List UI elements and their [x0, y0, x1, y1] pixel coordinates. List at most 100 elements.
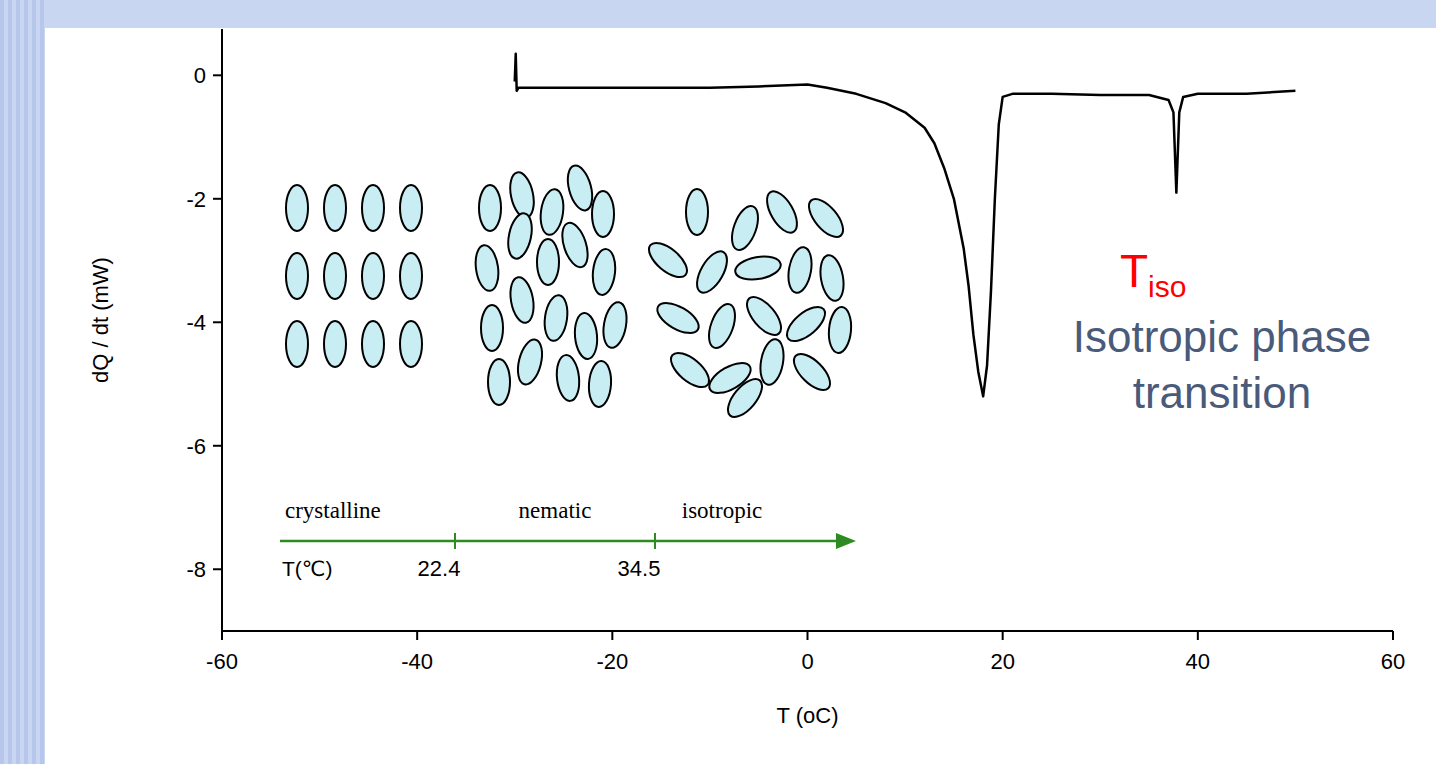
- molecule: [722, 373, 768, 422]
- y-tick-label: 0: [194, 63, 206, 88]
- molecule: [400, 185, 422, 231]
- molecule: [727, 203, 763, 254]
- molecule: [587, 360, 612, 407]
- y-tick-label: -2: [186, 187, 206, 212]
- molecule: [733, 253, 782, 283]
- molecule: [704, 301, 740, 352]
- y-tick: [213, 445, 222, 447]
- y-axis-title: dQ / dt (mW): [88, 257, 113, 383]
- transition-annotation: Isotropic phase transition: [1073, 312, 1371, 417]
- molecule: [479, 185, 501, 231]
- molecule: [788, 348, 836, 396]
- molecule: [286, 253, 308, 299]
- transition-label: 34.5: [618, 556, 661, 581]
- y-tick: [213, 321, 222, 323]
- molecule: [643, 237, 692, 283]
- inset: crystallinenematicisotropic22.434.5T(℃): [280, 163, 856, 581]
- molecule: [473, 244, 501, 293]
- phase-label: isotropic: [682, 498, 763, 523]
- x-tick-label: 40: [1186, 649, 1210, 674]
- t-iso-subscript: iso: [1148, 270, 1186, 303]
- y-tick: [213, 74, 222, 76]
- y-tick-label: -8: [186, 557, 206, 582]
- molecule: [481, 305, 503, 351]
- slide-background: [0, 0, 1436, 764]
- temperature-arrow: [280, 540, 840, 543]
- molecule: [504, 211, 535, 261]
- molecule: [803, 193, 849, 242]
- molecule: [665, 347, 714, 393]
- molecule: [653, 297, 704, 339]
- y-tick-label: -4: [186, 310, 206, 335]
- molecule: [573, 312, 599, 360]
- molecule: [592, 191, 614, 237]
- molecule: [591, 248, 618, 296]
- molecule: [400, 253, 422, 299]
- molecule: [761, 187, 803, 238]
- molecule: [785, 245, 815, 294]
- x-tick: [1002, 631, 1004, 640]
- molecule: [757, 337, 787, 386]
- x-tick: [807, 631, 809, 640]
- molecule: [686, 189, 708, 235]
- slide-stripe: [40, 0, 44, 764]
- inset-axis-label: T(℃): [282, 557, 332, 580]
- molecule: [400, 321, 422, 367]
- x-axis-title: T (oC): [777, 703, 839, 728]
- x-tick: [221, 631, 223, 640]
- x-tick: [1197, 631, 1199, 640]
- molecule: [555, 354, 582, 402]
- transition-tick: [454, 533, 456, 549]
- x-tick-label: -40: [401, 649, 433, 674]
- molecule: [286, 321, 308, 367]
- t-iso-main: T: [1120, 245, 1148, 297]
- x-tick-label: 60: [1381, 649, 1405, 674]
- y-tick: [213, 568, 222, 570]
- molecule: [557, 220, 592, 271]
- molecule: [691, 247, 733, 298]
- molecule: [324, 321, 346, 367]
- molecule: [563, 163, 596, 213]
- t-iso-label: Tiso: [1120, 245, 1186, 303]
- x-tick-label: 20: [990, 649, 1014, 674]
- x-tick-label: -60: [206, 649, 238, 674]
- slide-stripe: [32, 0, 36, 764]
- molecule: [506, 170, 537, 220]
- transition-label: 22.4: [418, 556, 461, 581]
- molecule: [488, 359, 510, 405]
- y-tick: [213, 198, 222, 200]
- y-tick-label: -6: [186, 434, 206, 459]
- molecule: [507, 275, 537, 324]
- molecule: [286, 185, 308, 231]
- y-axis: [221, 29, 223, 632]
- annotation-line: transition: [1133, 368, 1312, 417]
- chart: -60-40-200204060-8-6-4-20T (oC)dQ / dt (…: [0, 0, 1436, 764]
- molecule: [542, 294, 570, 343]
- phase-label: crystalline: [285, 498, 381, 523]
- molecule: [362, 321, 384, 367]
- molecule: [817, 253, 847, 302]
- annotation-line: Isotropic phase: [1073, 312, 1371, 361]
- slide-stripe: [8, 0, 12, 764]
- x-tick: [611, 631, 613, 640]
- molecule: [537, 239, 559, 285]
- molecule: [538, 188, 566, 237]
- arrow-head: [836, 533, 856, 549]
- molecule: [362, 253, 384, 299]
- transition-tick: [654, 533, 656, 549]
- slide-stripe: [0, 0, 4, 764]
- molecule: [827, 306, 853, 354]
- x-tick-label: -20: [596, 649, 628, 674]
- molecule: [514, 337, 546, 387]
- molecule: [741, 291, 787, 340]
- x-tick: [1392, 631, 1394, 640]
- content-panel: [45, 28, 1436, 764]
- molecule: [324, 185, 346, 231]
- slide-stripe: [24, 0, 28, 764]
- x-tick-label: 0: [801, 649, 813, 674]
- slide-stripe: [16, 0, 20, 764]
- molecule: [781, 301, 830, 347]
- x-tick: [416, 631, 418, 640]
- molecule: [324, 253, 346, 299]
- molecule: [362, 185, 384, 231]
